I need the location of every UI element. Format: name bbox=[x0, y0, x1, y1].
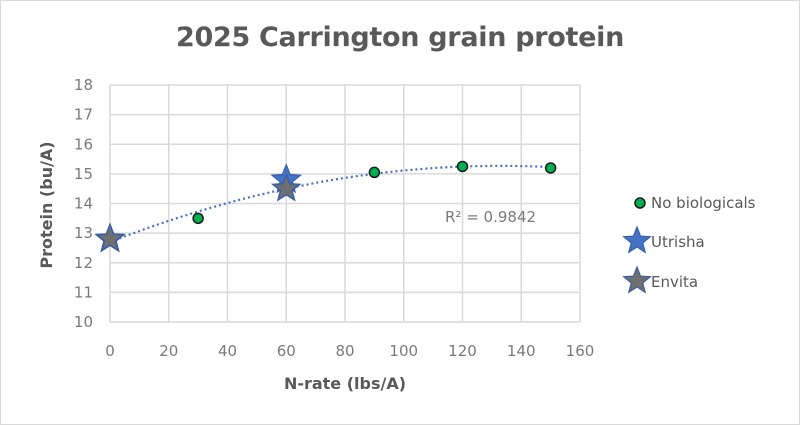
x-tick-label: 80 bbox=[335, 342, 354, 360]
y-tick-label: 18 bbox=[74, 76, 93, 94]
y-tick-label: 10 bbox=[74, 313, 93, 331]
x-tick-label: 140 bbox=[507, 342, 536, 360]
legend-circle-icon bbox=[634, 197, 646, 209]
data-points bbox=[94, 160, 557, 253]
y-tick-label: 13 bbox=[74, 224, 93, 242]
y-tick-label: 14 bbox=[74, 195, 93, 213]
legend-label: Utrisha bbox=[651, 233, 705, 251]
legend-label: No biologicals bbox=[651, 194, 756, 212]
chart-title: 2025 Carrington grain protein bbox=[175, 22, 625, 53]
x-tick-label: 20 bbox=[159, 342, 178, 360]
legend-star-icon bbox=[622, 265, 652, 294]
legend-star-icon bbox=[622, 225, 652, 254]
y-tick-label: 17 bbox=[74, 106, 93, 124]
data-point-envita bbox=[270, 172, 302, 202]
gridlines bbox=[109, 84, 581, 323]
y-tick-label: 15 bbox=[74, 165, 93, 183]
y-tick-label: 11 bbox=[74, 283, 93, 301]
y-tick-label: 16 bbox=[74, 135, 93, 153]
x-axis-ticks: 0 20 40 60 80 100 120 140 160 bbox=[105, 342, 594, 360]
y-axis-title: Protein (bu/A) bbox=[37, 141, 56, 268]
legend-label: Envita bbox=[651, 273, 698, 291]
data-point-no-biologicals bbox=[192, 212, 204, 225]
x-tick-label: 100 bbox=[389, 342, 418, 360]
y-axis-ticks: 10 11 12 13 14 15 16 17 18 bbox=[74, 76, 93, 331]
x-axis-title: N-rate (lbs/A) bbox=[284, 374, 406, 393]
y-tick-label: 12 bbox=[74, 254, 93, 272]
x-tick-label: 160 bbox=[566, 342, 595, 360]
x-tick-label: 60 bbox=[277, 342, 296, 360]
data-point-envita bbox=[94, 222, 126, 253]
data-point-no-biologicals bbox=[544, 162, 557, 174]
data-point-no-biologicals bbox=[456, 160, 469, 173]
data-point-no-biologicals bbox=[368, 166, 381, 179]
x-tick-label: 0 bbox=[105, 342, 115, 360]
trendline bbox=[109, 164, 551, 244]
x-tick-label: 40 bbox=[218, 342, 237, 360]
r-squared-label: R² = 0.9842 bbox=[445, 208, 536, 226]
x-tick-label: 120 bbox=[448, 342, 477, 360]
legend: No biologicals Utrisha Envita bbox=[622, 194, 756, 294]
